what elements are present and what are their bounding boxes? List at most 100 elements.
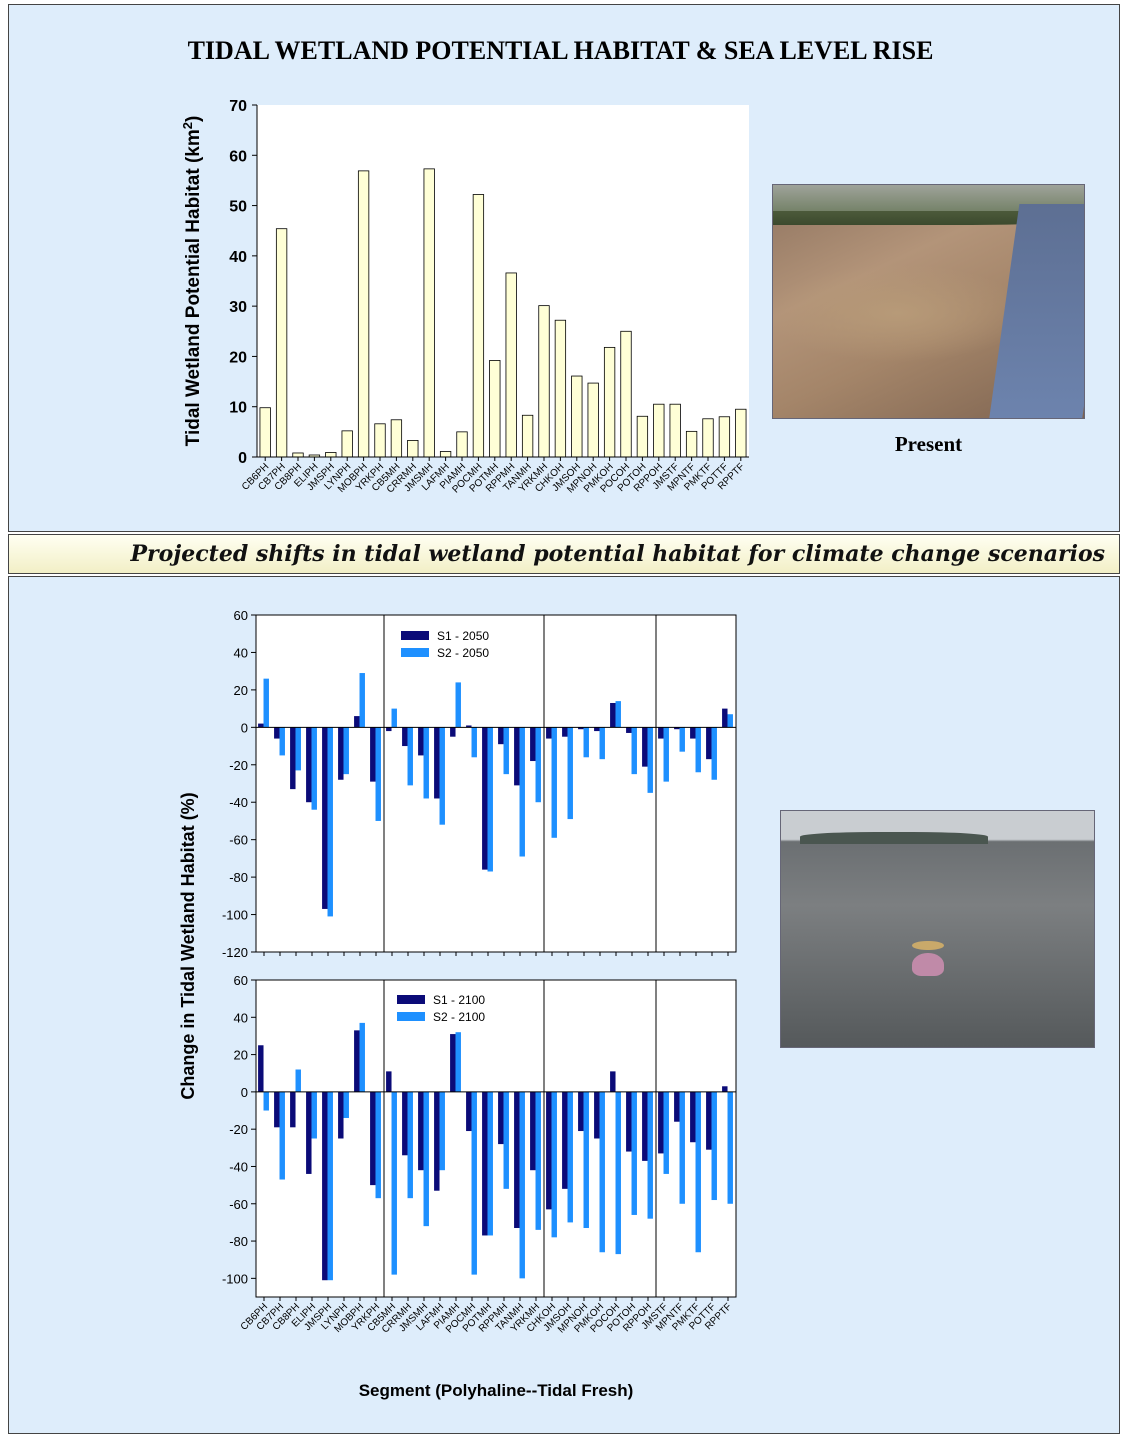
bar-s2-2100-crrmh <box>407 1091 413 1199</box>
y-tick-label: -60 <box>229 1197 248 1212</box>
bar-s1-2050-potmh <box>482 727 488 870</box>
bar-s2-2100-eliph <box>311 1091 317 1139</box>
bar-s2-2100-piamh <box>455 1032 461 1092</box>
bar-yrkph <box>374 423 386 458</box>
bar-s1-2100-pocoh <box>610 1071 616 1092</box>
bar-s1-2100-rpptf <box>722 1086 728 1092</box>
bar-s1-2050-mobph <box>354 716 360 728</box>
bar-s2-2100-mobph <box>359 1022 365 1092</box>
bar-s2-2050-yrkph <box>375 727 381 821</box>
bar-s1-2050-piamh <box>450 727 456 737</box>
page-title: TIDAL WETLAND POTENTIAL HABITAT & SEA LE… <box>187 36 934 65</box>
bar-s1-2100-crrmh <box>402 1091 408 1156</box>
y-tick-label: 60 <box>234 608 248 623</box>
bar-s1-2100-jmsph <box>322 1091 328 1281</box>
bar-s2-2050-jmstf <box>663 727 669 782</box>
bar-s1-2050-rppoh <box>642 727 648 767</box>
y-tick-label: 60 <box>229 148 247 165</box>
bar-s2-2100-chkoh <box>551 1091 557 1238</box>
legend-swatch <box>397 995 425 1004</box>
y-tick-label: 50 <box>229 199 247 216</box>
bar-s1-2100-yrkmh <box>530 1091 536 1171</box>
bar-s2-2050-mpnoh <box>583 727 589 758</box>
bar-s2-2100-jmstf <box>663 1091 669 1174</box>
bar-s1-2050-pocmh <box>466 725 472 728</box>
bar-s1-2050-eliph <box>306 727 312 803</box>
y-tick-label: 10 <box>229 400 247 417</box>
legend-label: S1 - 2050 <box>437 629 489 643</box>
bar-s2-2050-rpptf <box>727 714 733 728</box>
bar-pottf <box>718 416 731 458</box>
y-tick-label: 20 <box>234 683 248 698</box>
bar-s1-2050-pottf <box>706 727 712 760</box>
bar-s1-2050-cb8ph <box>290 727 296 790</box>
bar-s1-2100-jmstf <box>658 1091 664 1154</box>
bar-tanmh <box>521 414 534 458</box>
bar-s1-2100-pmkoh <box>594 1091 600 1139</box>
section-banner: Projected shifts in tidal wetland potent… <box>8 534 1120 574</box>
bar-s2-2100-lafmh <box>439 1091 445 1171</box>
bar-s1-2050-jmstf <box>658 727 664 739</box>
bar-s2-2050-potmh <box>487 727 493 872</box>
legend-label: S1 - 2100 <box>433 993 485 1007</box>
bar-s1-2100-yrkph <box>370 1091 376 1186</box>
y-axis-title-present: Tidal Wetland Potential Habitat (km2) <box>180 116 204 447</box>
x-axis-title-change: Segment (Polyhaline--Tidal Fresh) <box>359 1381 634 1400</box>
legend-swatch <box>397 1012 425 1021</box>
bar-s1-2100-mpntf <box>674 1091 680 1122</box>
bar-s2-2100-rpptf <box>727 1091 733 1204</box>
bar-s2-2050-pmkoh <box>599 727 605 760</box>
bar-lafmh <box>439 451 452 458</box>
bar-s1-2100-potmh <box>482 1091 488 1236</box>
bar-s1-2050-tanmh <box>514 727 520 786</box>
bar-s1-2050-mpnoh <box>578 727 584 730</box>
bar-s2-2100-jmsoh <box>567 1091 573 1223</box>
bar-s1-2050-rpptf <box>722 708 728 728</box>
bar-s1-2100-mpnoh <box>578 1091 584 1132</box>
photo-caption-present: Present <box>894 432 963 456</box>
bar-s2-2050-piamh <box>455 682 461 728</box>
bar-s1-2050-yrkmh <box>530 727 536 762</box>
bar-crrmh <box>407 440 419 458</box>
bar-rppoh <box>653 403 665 458</box>
bar-s2-2050-pocmh <box>471 727 477 758</box>
bar-s2-2050-jmsoh <box>567 727 573 820</box>
bar-s2-2050-pmktf <box>695 727 701 773</box>
bar-s1-2100-tanmh <box>514 1091 520 1229</box>
bar-s2-2050-crrmh <box>407 727 413 786</box>
bar-s1-2100-eliph <box>306 1091 312 1174</box>
legend-label: S2 - 2100 <box>433 1010 485 1024</box>
bar-mpntf <box>685 430 698 458</box>
y-tick-label: 70 <box>229 98 247 115</box>
bar-cb5mh <box>390 419 403 458</box>
bar-s1-2100-jmsmh <box>418 1091 424 1171</box>
y-tick-label: -20 <box>229 1122 248 1137</box>
bar-pmktf <box>702 418 714 458</box>
bar-s2-2100-yrkmh <box>535 1091 541 1230</box>
bar-jmsmh <box>423 168 435 458</box>
bar-s2-2050-jmsph <box>327 727 333 917</box>
bar-s2-2100-cb7ph <box>279 1091 285 1180</box>
bar-s1-2050-pmkoh <box>594 727 600 732</box>
bar-s1-2100-cb5mh <box>386 1071 392 1092</box>
y-tick-label: 60 <box>234 973 248 988</box>
legend-swatch <box>401 648 429 657</box>
bar-s2-2050-cb8ph <box>295 727 301 771</box>
bar-s1-2100-mobph <box>354 1030 360 1092</box>
bar-s2-2050-rppmh <box>503 727 509 775</box>
y-tick-label: -120 <box>222 945 248 960</box>
bar-s1-2050-lafmh <box>434 727 440 799</box>
bar-s2-2100-yrkph <box>375 1091 381 1199</box>
y-tick-label: 0 <box>238 450 247 467</box>
legend-label: S2 - 2050 <box>437 646 489 660</box>
y-tick-label: 0 <box>241 720 248 735</box>
y-tick-label: -40 <box>229 795 248 810</box>
bar-s1-2100-cb8ph <box>290 1091 296 1128</box>
bar-s2-2050-cb7ph <box>279 727 285 756</box>
bar-s2-2100-tanmh <box>519 1091 525 1279</box>
bar-pocoh <box>620 330 632 458</box>
bar-mpnoh <box>587 382 599 458</box>
bar-s1-2100-jmsoh <box>562 1091 568 1189</box>
y-axis-title-change: Change in Tidal Wetland Habitat (%) <box>178 792 198 1099</box>
plot-area-present <box>257 105 749 457</box>
